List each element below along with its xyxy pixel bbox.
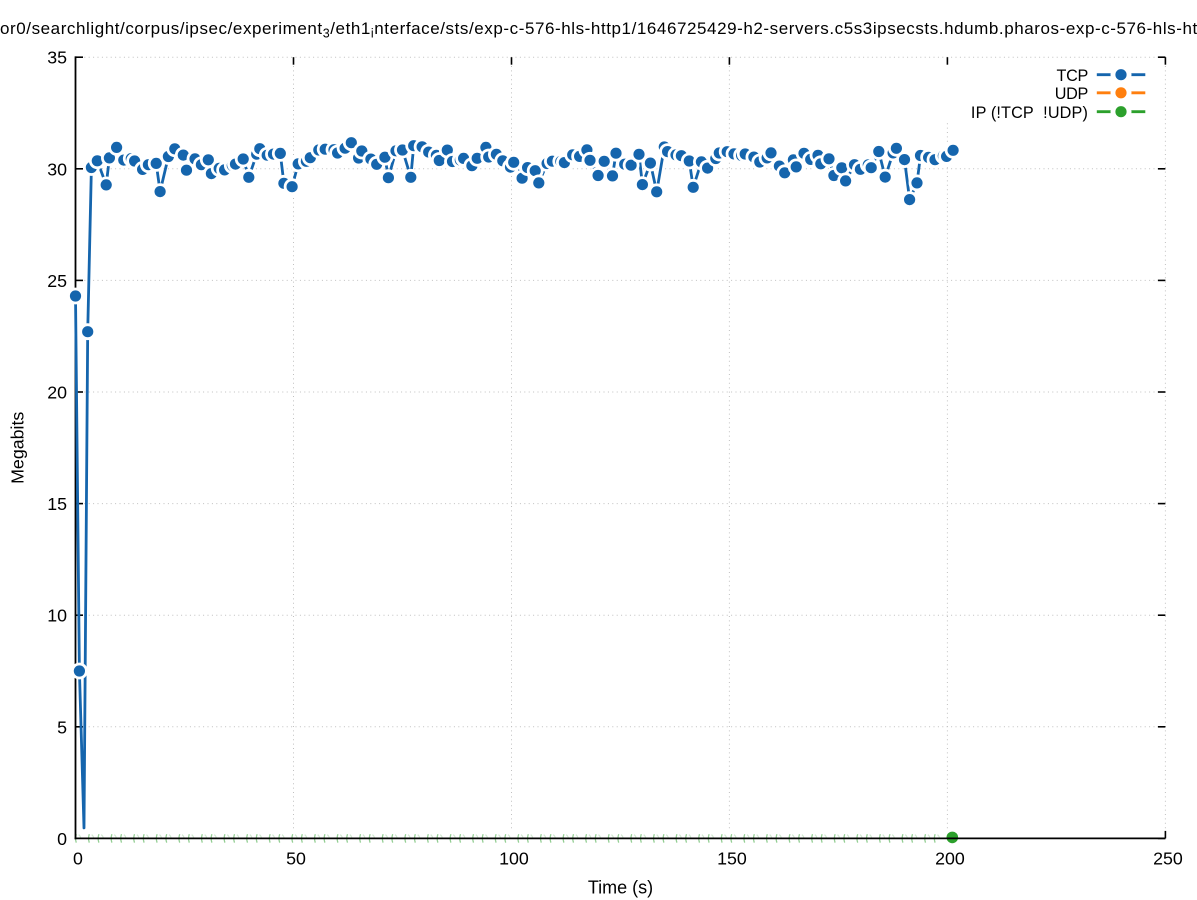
svg-text:UDP: UDP bbox=[1055, 85, 1088, 103]
svg-text:25: 25 bbox=[47, 271, 67, 291]
svg-text:or0/searchlight/corpus/ipsec/e: or0/searchlight/corpus/ipsec/experiment3… bbox=[0, 19, 1197, 41]
svg-text:15: 15 bbox=[47, 494, 67, 514]
svg-text:Megabits: Megabits bbox=[8, 412, 28, 484]
svg-text:30: 30 bbox=[47, 159, 67, 179]
svg-text:IP (!TCP !UDP): IP (!TCP !UDP) bbox=[971, 104, 1088, 122]
svg-text:100: 100 bbox=[499, 849, 529, 869]
svg-text:20: 20 bbox=[47, 383, 67, 403]
svg-text:35: 35 bbox=[47, 48, 67, 68]
svg-text:0: 0 bbox=[57, 829, 67, 849]
svg-text:TCP: TCP bbox=[1057, 67, 1088, 85]
svg-text:250: 250 bbox=[1153, 849, 1183, 869]
svg-text:200: 200 bbox=[935, 849, 965, 869]
svg-text:5: 5 bbox=[57, 717, 67, 737]
svg-text:10: 10 bbox=[47, 606, 67, 626]
svg-text:150: 150 bbox=[717, 849, 747, 869]
svg-text:50: 50 bbox=[286, 849, 306, 869]
svg-text:Time (s): Time (s) bbox=[588, 878, 653, 898]
svg-text:0: 0 bbox=[73, 849, 83, 869]
